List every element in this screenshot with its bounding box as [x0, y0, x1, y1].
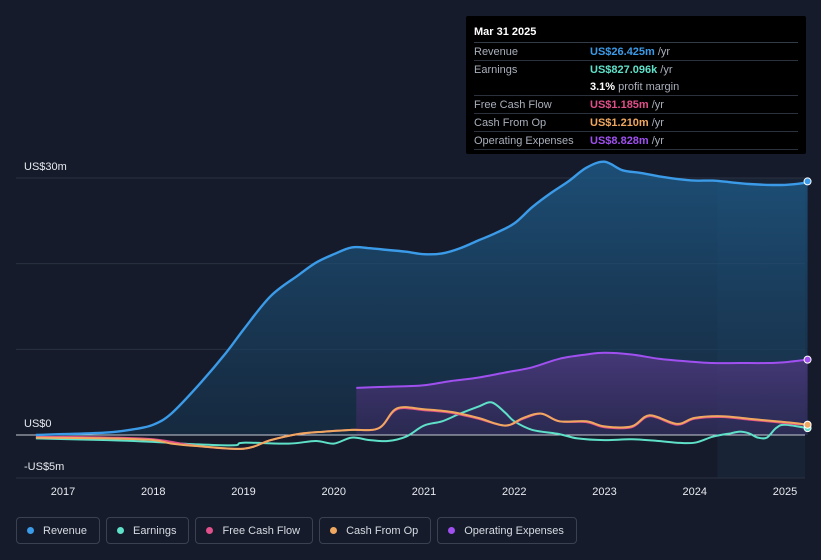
tooltip-value: US$1.185m [590, 98, 649, 111]
tooltip-value: US$1.210m [590, 116, 649, 129]
legend-item-free-cash-flow[interactable]: Free Cash Flow [195, 517, 314, 544]
tooltip-row-operating-expenses: Operating Expenses US$8.828m /yr [474, 132, 798, 150]
tooltip-label: Cash From Op [474, 116, 547, 129]
legend-item-revenue[interactable]: Revenue [16, 517, 101, 544]
operating-expenses-endpoint [803, 355, 812, 364]
tooltip-unit: /yr [651, 116, 664, 129]
x-tick-label: 2018 [141, 486, 165, 498]
legend-label: Operating Expenses [464, 524, 564, 537]
legend-item-operating-expenses[interactable]: Operating Expenses [437, 517, 577, 544]
tooltip-label: Free Cash Flow [474, 98, 552, 111]
legend-label: Earnings [133, 524, 177, 537]
earnings-line [35, 401, 808, 447]
x-tick-label: 2023 [592, 486, 616, 498]
tooltip-row-earnings: Earnings US$827.096k /yr [474, 61, 798, 78]
x-tick-label: 2022 [502, 486, 526, 498]
legend-dot-icon [206, 527, 214, 534]
legend-label: Revenue [43, 524, 88, 537]
y-tick-label-zero: US$0 [24, 418, 52, 430]
x-tick-label: 2017 [51, 486, 75, 498]
x-tick-label: 2020 [322, 486, 346, 498]
tooltip-label: Earnings [474, 63, 518, 76]
operating-expenses-area [356, 352, 808, 435]
legend-dot-icon [117, 527, 125, 534]
cash-from-op-endpoint [803, 420, 812, 429]
x-tick-label: 2021 [412, 486, 436, 498]
cash-from-op-line [35, 406, 808, 450]
financial-chart: US$30m US$0 -US$5m 2017 2018 2019 2020 2021 2… [16, 160, 812, 498]
legend-item-cash-from-op[interactable]: Cash From Op [319, 517, 432, 544]
tooltip-row-cash-from-op: Cash From Op US$1.210m /yr [474, 114, 798, 132]
tooltip-unit: /yr [651, 134, 664, 147]
legend-item-earnings[interactable]: Earnings [106, 517, 190, 544]
tooltip-unit: profit margin [618, 80, 680, 93]
data-tooltip: Mar 31 2025 Revenue US$26.425m /yr Earni… [466, 16, 806, 154]
x-tick-label: 2024 [683, 486, 707, 498]
tooltip-row-free-cash-flow: Free Cash Flow US$1.185m /yr [474, 96, 798, 114]
tooltip-date: Mar 31 2025 [474, 24, 798, 43]
legend-dot-icon [330, 527, 338, 534]
x-tick-label: 2019 [231, 486, 255, 498]
tooltip-value: 3.1% [590, 80, 616, 93]
y-tick-label-bottom: -US$5m [24, 461, 64, 473]
tooltip-unit: /yr [660, 63, 673, 76]
tooltip-label: Operating Expenses [474, 134, 574, 147]
tooltip-row-revenue: Revenue US$26.425m /yr [474, 43, 798, 61]
legend-dot-icon [448, 527, 456, 534]
tooltip-row-margin: 3.1% profit margin [474, 78, 798, 96]
legend-label: Free Cash Flow [222, 524, 301, 537]
tooltip-unit: /yr [657, 45, 671, 58]
revenue-line [35, 160, 809, 437]
tooltip-value: US$26.425m [590, 45, 655, 58]
revenue-endpoint [803, 177, 812, 186]
tooltip-value: US$8.828m [590, 134, 649, 147]
y-tick-label-top: US$30m [24, 161, 67, 173]
x-tick-label: 2025 [773, 486, 797, 498]
tooltip-value: US$827.096k [590, 63, 658, 76]
legend-dot-icon [27, 527, 34, 534]
tooltip-unit: /yr [651, 98, 664, 111]
operating-expenses-line [356, 351, 808, 389]
tooltip-label: Revenue [474, 45, 519, 58]
chart-legend: Revenue Earnings Free Cash Flow Cash Fro… [16, 517, 577, 544]
legend-label: Cash From Op [346, 524, 419, 537]
